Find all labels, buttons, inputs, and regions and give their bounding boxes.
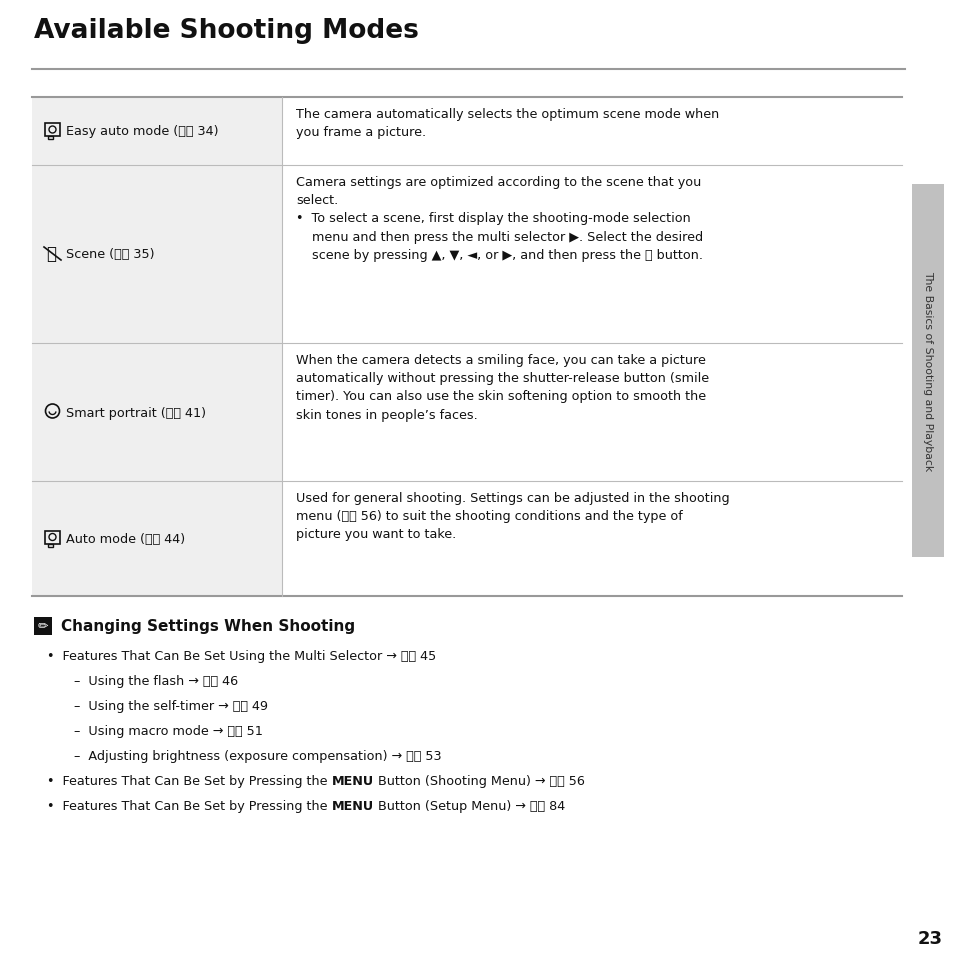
- Bar: [911, 185, 943, 558]
- Text: •  Features That Can Be Set by Pressing the: • Features That Can Be Set by Pressing t…: [47, 800, 331, 812]
- Text: Button (Setup Menu) → ⎋⎋ 84: Button (Setup Menu) → ⎋⎋ 84: [374, 800, 564, 812]
- Text: –  Adjusting brightness (exposure compensation) → ⎋⎋ 53: – Adjusting brightness (exposure compens…: [74, 749, 441, 762]
- Bar: [45, 124, 60, 137]
- Text: MENU: MENU: [331, 800, 374, 812]
- Text: Scene (⎋⎋ 35): Scene (⎋⎋ 35): [66, 248, 154, 261]
- Bar: [48, 137, 53, 140]
- Bar: [34, 618, 52, 636]
- Text: Camera settings are optimized according to the scene that you
select.
•  To sele: Camera settings are optimized according …: [295, 175, 702, 261]
- Text: Smart portrait (⎋⎋ 41): Smart portrait (⎋⎋ 41): [66, 406, 206, 419]
- Bar: [32, 481, 282, 597]
- Text: –  Using macro mode → ⎋⎋ 51: – Using macro mode → ⎋⎋ 51: [74, 724, 263, 738]
- Text: Available Shooting Modes: Available Shooting Modes: [34, 18, 418, 44]
- Text: Easy auto mode (⎋⎋ 34): Easy auto mode (⎋⎋ 34): [66, 126, 218, 138]
- Text: When the camera detects a smiling face, you can take a picture
automatically wit: When the camera detects a smiling face, …: [295, 354, 708, 421]
- Bar: [32, 98, 282, 166]
- Bar: [48, 544, 53, 547]
- Text: –  Using the self-timer → ⎋⎋ 49: – Using the self-timer → ⎋⎋ 49: [74, 700, 268, 712]
- Text: ⛰: ⛰: [46, 245, 56, 263]
- Text: Auto mode (⎋⎋ 44): Auto mode (⎋⎋ 44): [66, 533, 185, 545]
- Text: –  Using the flash → ⎋⎋ 46: – Using the flash → ⎋⎋ 46: [74, 675, 238, 687]
- Text: 23: 23: [917, 929, 942, 947]
- Bar: [32, 344, 282, 481]
- Text: •  Features That Can Be Set Using the Multi Selector → ⎋⎋ 45: • Features That Can Be Set Using the Mul…: [47, 649, 436, 662]
- Text: The camera automatically selects the optimum scene mode when
you frame a picture: The camera automatically selects the opt…: [295, 108, 719, 139]
- Bar: [32, 166, 282, 344]
- Text: The Basics of Shooting and Playback: The Basics of Shooting and Playback: [923, 271, 932, 471]
- Text: Used for general shooting. Settings can be adjusted in the shooting
menu (⎋⎋ 56): Used for general shooting. Settings can …: [295, 492, 729, 541]
- Text: •  Features That Can Be Set by Pressing the: • Features That Can Be Set by Pressing t…: [47, 774, 331, 787]
- Text: MENU: MENU: [331, 774, 374, 787]
- Text: Changing Settings When Shooting: Changing Settings When Shooting: [61, 618, 355, 634]
- Text: ✏: ✏: [38, 619, 49, 633]
- Bar: [45, 531, 60, 544]
- Text: Button (Shooting Menu) → ⎋⎋ 56: Button (Shooting Menu) → ⎋⎋ 56: [374, 774, 584, 787]
